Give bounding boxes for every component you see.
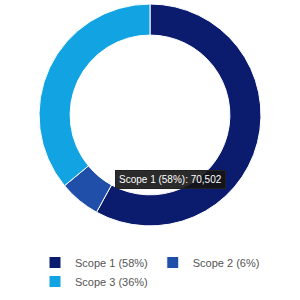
svg-text:Scope 2 (6%): Scope 2 (6%) <box>193 257 260 269</box>
svg-text:Scope 1 (58%): 70,502: Scope 1 (58%): 70,502 <box>119 174 222 185</box>
svg-text:Scope 1 (58%): Scope 1 (58%) <box>75 257 148 269</box>
svg-text:Scope 3 (36%): Scope 3 (36%) <box>75 276 148 288</box>
